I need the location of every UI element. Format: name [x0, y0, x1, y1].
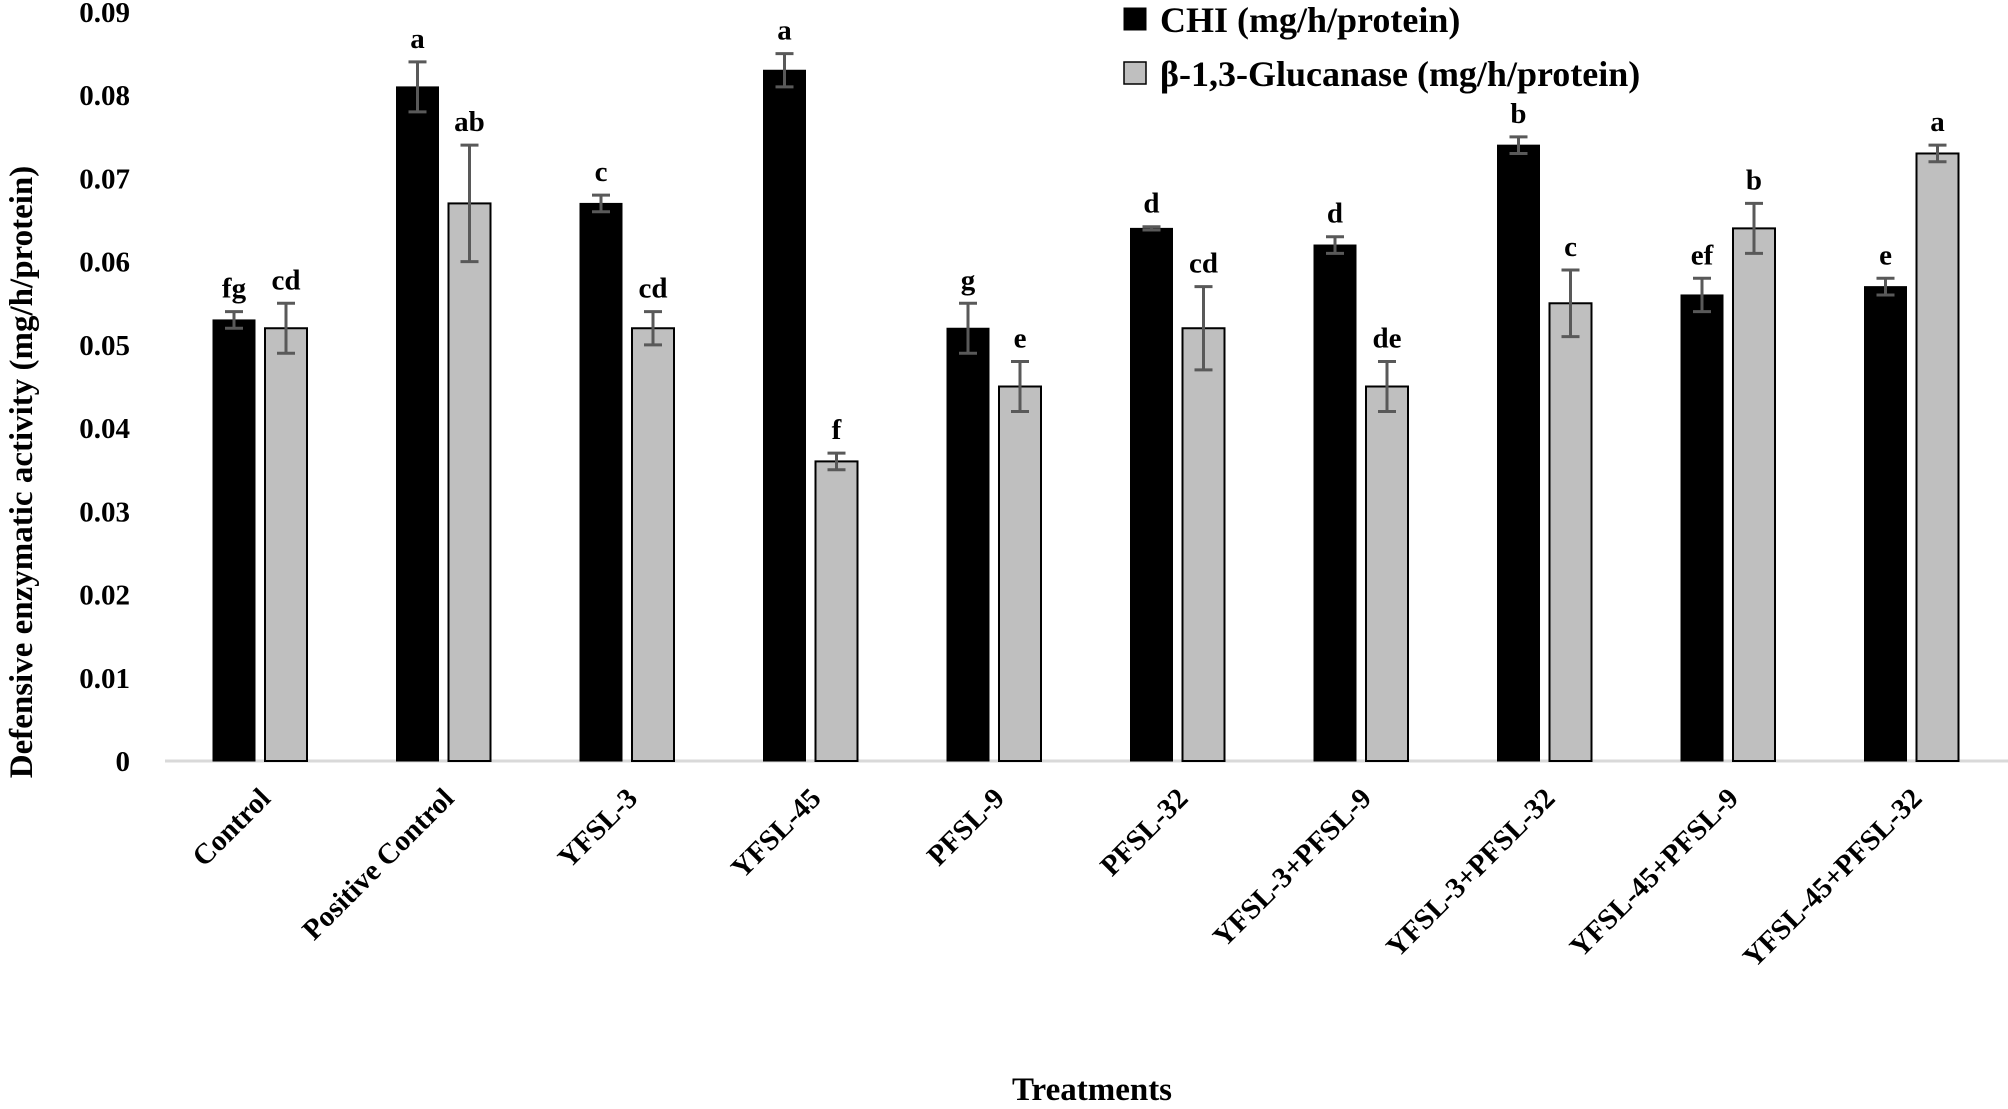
bar — [1915, 152, 1960, 762]
significance-label: ab — [454, 106, 485, 138]
bar — [579, 202, 623, 762]
category-label: YFSL-3 — [552, 782, 644, 874]
significance-label: a — [777, 15, 792, 47]
significance-label: a — [1930, 106, 1945, 138]
bar — [1497, 144, 1540, 762]
bar — [631, 327, 675, 762]
bar — [212, 319, 256, 762]
significance-label: d — [1143, 188, 1159, 220]
significance-label: b — [1746, 164, 1762, 196]
bar — [1313, 244, 1357, 762]
bar — [264, 327, 308, 762]
category-label: YFSL-45+PFSL-32 — [1737, 782, 1929, 974]
significance-label: a — [410, 23, 425, 55]
y-tick-label: 0.04 — [79, 413, 130, 445]
y-tick-label: 0.06 — [79, 247, 130, 279]
bar — [998, 385, 1042, 762]
bar — [763, 69, 806, 762]
y-tick-label: 0 — [116, 746, 131, 778]
chart-marks: 00.010.020.030.040.050.060.070.080.09fga… — [79, 0, 2008, 974]
bar — [1680, 294, 1724, 762]
legend-swatch-glucanase — [1123, 61, 1147, 85]
bar — [814, 460, 859, 762]
significance-label: e — [1879, 239, 1892, 271]
significance-label: g — [961, 264, 976, 296]
bar — [1365, 385, 1409, 762]
bar — [1181, 327, 1226, 762]
significance-label: d — [1327, 198, 1343, 230]
y-tick-label: 0.07 — [79, 163, 130, 195]
category-label: PFSL-9 — [921, 782, 1011, 872]
bar — [1864, 286, 1907, 762]
category-label: Positive Control — [296, 782, 460, 946]
bar — [1130, 227, 1173, 762]
y-tick-label: 0.03 — [79, 496, 130, 528]
y-tick-label: 0.09 — [79, 0, 130, 29]
category-label: YFSL-45 — [725, 782, 827, 884]
y-axis-title: Defensive enzymatic activity (mg/h/prote… — [4, 166, 40, 779]
significance-label: ef — [1691, 239, 1714, 271]
bar — [447, 202, 492, 762]
category-label: YFSL-3+PFSL-9 — [1207, 782, 1378, 953]
legend-label-chi: CHI (mg/h/protein) — [1160, 0, 1460, 40]
x-axis-title: Treatments — [1012, 1072, 1172, 1108]
significance-label: b — [1510, 98, 1526, 130]
significance-label: de — [1373, 323, 1402, 355]
category-label: Control — [186, 782, 277, 873]
category-label: YFSL-45+PFSL-9 — [1564, 782, 1745, 963]
significance-label: c — [1564, 231, 1577, 263]
y-tick-label: 0.02 — [79, 580, 130, 612]
significance-label: cd — [272, 264, 301, 296]
legend-swatch-chi — [1123, 7, 1147, 31]
significance-label: c — [595, 156, 608, 188]
significance-label: f — [832, 414, 842, 446]
significance-label: cd — [639, 273, 668, 305]
bar — [396, 86, 439, 762]
significance-label: cd — [1189, 248, 1218, 280]
y-tick-label: 0.05 — [79, 330, 130, 362]
legend: CHI (mg/h/protein) β-1,3-Glucanase (mg/h… — [1123, 0, 1640, 94]
legend-label-glucanase: β-1,3-Glucanase (mg/h/protein) — [1160, 54, 1640, 94]
category-label: YFSL-3+PFSL-32 — [1380, 782, 1561, 963]
category-label: PFSL-32 — [1094, 782, 1194, 882]
bar — [946, 327, 990, 762]
significance-label: fg — [222, 273, 247, 305]
significance-label: e — [1014, 323, 1027, 355]
bar — [1548, 302, 1593, 762]
bar — [1732, 227, 1776, 762]
y-tick-label: 0.01 — [79, 663, 130, 695]
y-tick-label: 0.08 — [79, 80, 130, 112]
